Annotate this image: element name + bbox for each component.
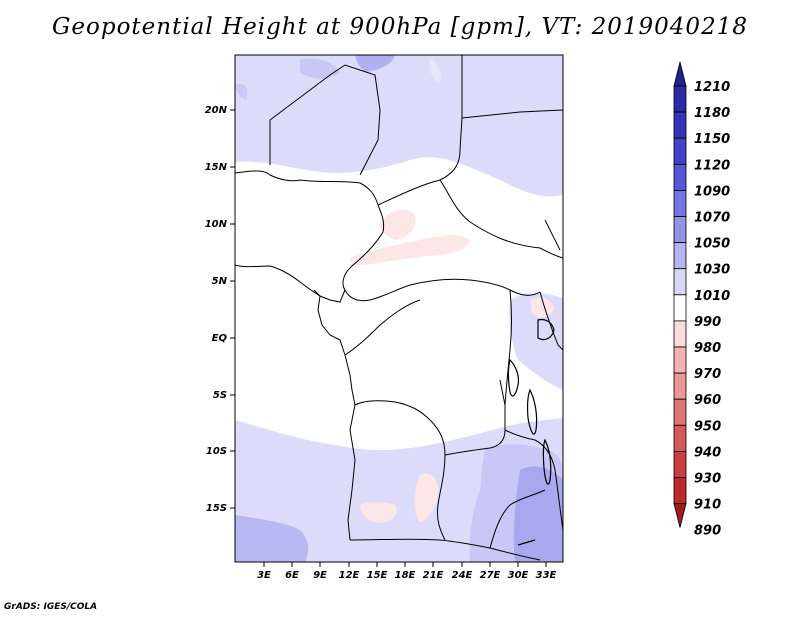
colorbar-swatch [673, 85, 687, 113]
colorbar-label: 1120 [694, 158, 730, 173]
colorbar-swatch [673, 61, 687, 87]
lon-label: 12E [339, 570, 360, 581]
colorbar-label: 1050 [694, 237, 730, 252]
colorbar-label: 980 [694, 341, 721, 356]
map-frame [234, 54, 564, 563]
longitude-labels: 3E 6E 9E 12E 15E 18E 21E 24E 27E 30E 33E [257, 570, 556, 581]
colorbar-label: 1180 [694, 106, 730, 121]
colorbar-label: 890 [694, 524, 721, 539]
colorbar-swatch [673, 242, 687, 270]
colorbar-swatch [673, 111, 687, 139]
colorbar-swatch [673, 372, 687, 400]
lakes [313, 289, 555, 546]
chart-title: Geopotential Height at 900hPa [gpm], VT:… [52, 14, 748, 40]
lon-label: 3E [257, 570, 271, 581]
footer-credit: GrADS: IGES/COLA [4, 602, 98, 612]
colorbar-label: 960 [694, 393, 721, 408]
lat-label: 5S [213, 390, 227, 401]
colorbar-label: 1010 [694, 289, 730, 304]
lon-label: 30E [508, 570, 529, 581]
lon-label: 27E [480, 570, 501, 581]
colorbar-label: 1150 [694, 132, 730, 147]
colorbar-label: 950 [694, 419, 721, 434]
colorbar-swatch [673, 268, 687, 296]
lon-label: 15E [367, 570, 388, 581]
country-borders [234, 55, 564, 561]
colorbar-swatch [673, 216, 687, 244]
colorbar-swatch [673, 398, 687, 426]
colorbar-swatch [673, 346, 687, 374]
lon-label: 24E [452, 570, 473, 581]
lat-label: 10N [205, 219, 228, 230]
colorbar-swatch [673, 503, 687, 528]
colorbar-label: 940 [694, 445, 721, 460]
lat-label: 10S [206, 446, 227, 457]
lon-label: 6E [285, 570, 299, 581]
colorbar-label: 1070 [694, 211, 730, 226]
colorbar-swatch [673, 137, 687, 165]
colorbar-swatch [673, 424, 687, 452]
colorbar-label: 1030 [694, 263, 730, 278]
lon-label: 33E [536, 570, 557, 581]
lat-label: 15N [205, 162, 228, 173]
colorbar-swatch [673, 477, 687, 505]
colorbar-label: 930 [694, 472, 721, 487]
longitude-axis [263, 562, 547, 567]
colorbar-labels: 1210 1180 1150 1120 1090 1070 1050 1030 1010 990 9… [694, 80, 730, 539]
colorbar-label: 1210 [694, 80, 730, 95]
lat-label: EQ [212, 333, 228, 344]
colorbar-swatches [673, 61, 687, 528]
colorbar-label: 970 [694, 367, 721, 382]
latitude-labels: 20N 15N 10N 5N EQ 5S 10S 15S [205, 105, 228, 514]
lon-label: 18E [395, 570, 416, 581]
lat-label: 5N [212, 276, 228, 287]
colorbar-swatch [673, 450, 687, 478]
colorbar-swatch [673, 294, 687, 322]
colorbar: 1210 1180 1150 1120 1090 1070 1050 1030 1010 990 9… [673, 61, 730, 539]
lat-label: 15S [206, 503, 227, 514]
height-field-shading [235, 55, 563, 562]
colorbar-swatch [673, 163, 687, 191]
colorbar-label: 1090 [694, 184, 730, 199]
colorbar-label: 910 [694, 498, 721, 513]
lon-label: 21E [423, 570, 444, 581]
colorbar-swatch [673, 189, 687, 217]
colorbar-swatch [673, 320, 687, 348]
colorbar-label: 990 [694, 315, 721, 330]
latitude-axis [230, 109, 235, 509]
lon-label: 9E [313, 570, 327, 581]
lat-label: 20N [205, 105, 228, 116]
